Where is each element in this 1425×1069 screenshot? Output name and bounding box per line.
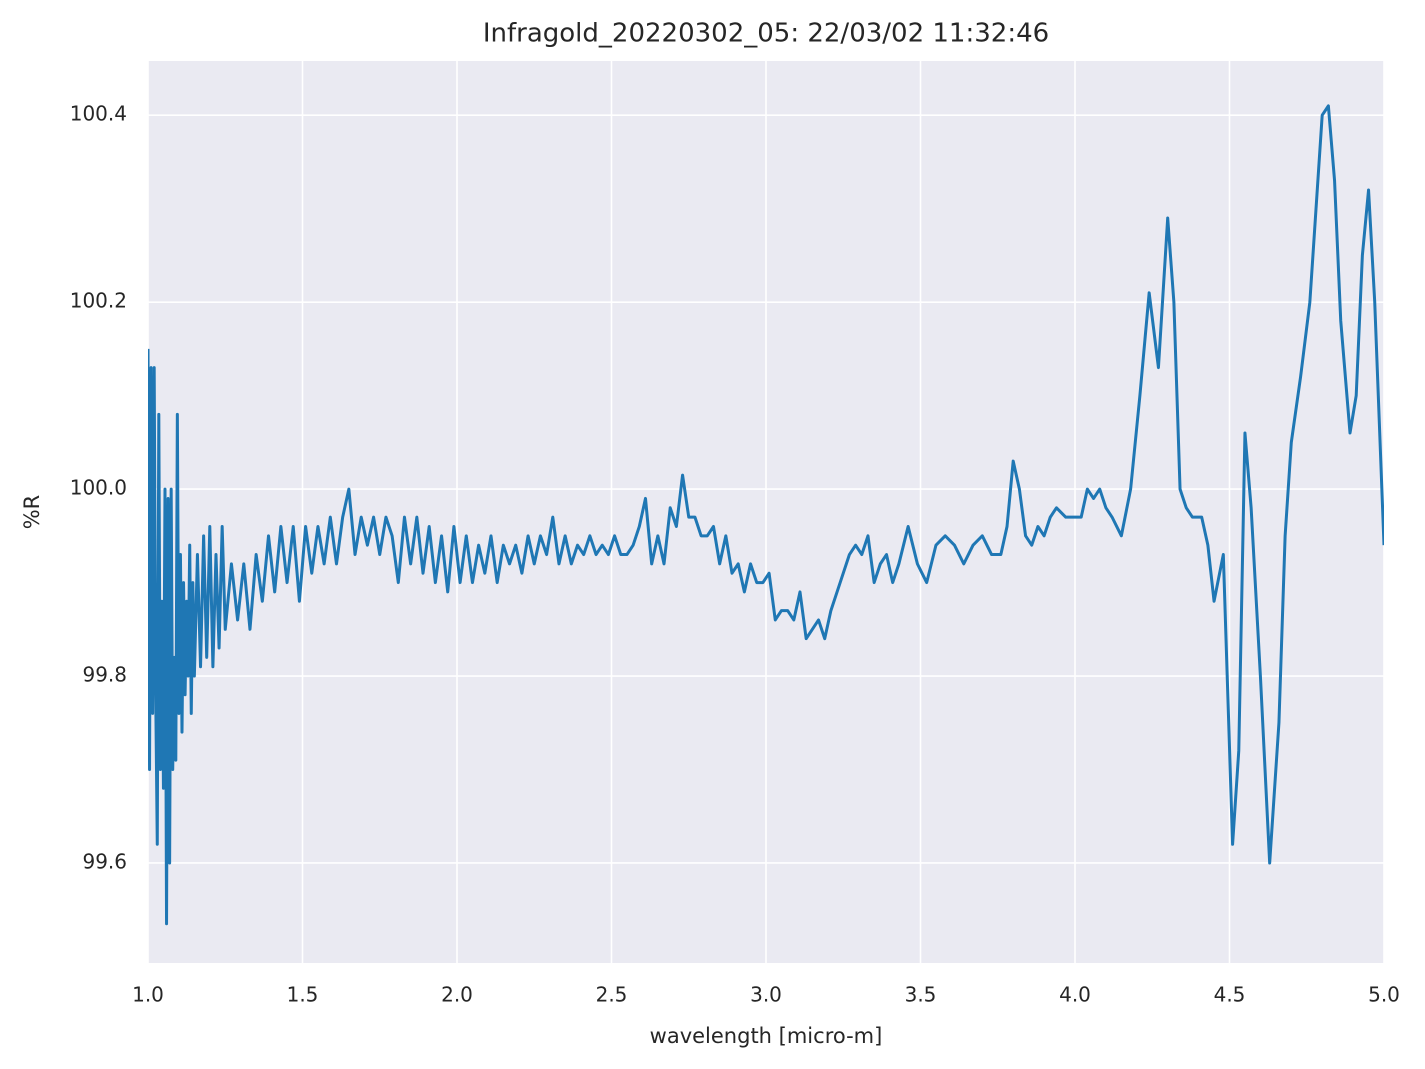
labels: 1.0 1.5 2.0 2.5 3.0 3.5 4.0 4.5 5.0 99.6 99.8 100.0… [70,102,1400,1007]
x-tick-label: 2.5 [596,983,628,1007]
x-tick-label: 1.0 [132,983,164,1007]
x-axis-label: wavelength [micro-m] [650,1024,883,1048]
y-tick-label: 99.6 [82,849,127,873]
x-tick-label: 5.0 [1368,983,1400,1007]
x-tick-label: 3.5 [905,983,937,1007]
x-tick-label: 1.5 [287,983,319,1007]
y-tick-label: 100.0 [70,476,127,500]
x-tick-label: 4.5 [1214,983,1246,1007]
marks [148,104,1384,926]
x-tick-label: 2.0 [441,983,473,1007]
chart-title: Infragold_20220302_05: 22/03/02 11:32:46 [483,19,1049,49]
grid [147,61,1385,963]
y-tick-label: 99.8 [82,663,127,687]
x-tick-label: 3.0 [750,983,782,1007]
y-axis-label: %R [20,495,44,530]
y-tick-label: 100.4 [70,102,127,126]
y-tick-label: 100.2 [70,289,127,313]
data-line [148,104,1384,926]
x-tick-label: 4.0 [1059,983,1091,1007]
